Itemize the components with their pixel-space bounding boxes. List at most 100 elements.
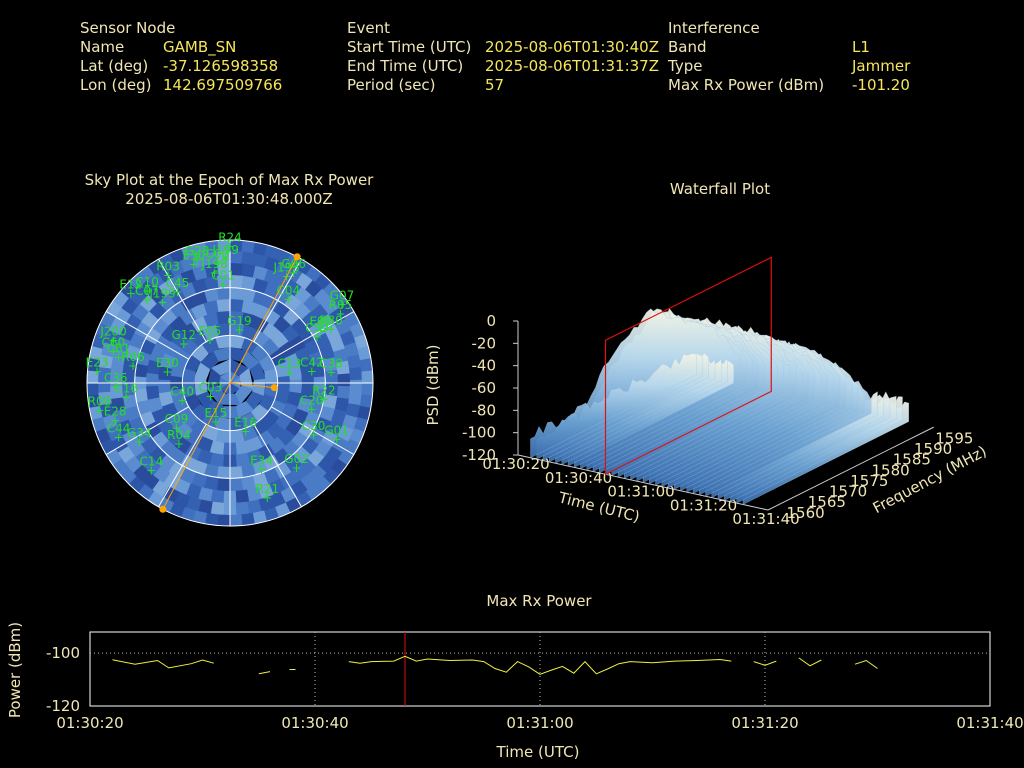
sky-tile — [299, 359, 314, 375]
sky-tile — [345, 403, 361, 419]
satellite-marker: + — [173, 285, 183, 299]
sky-tile — [159, 352, 176, 369]
sky-tile — [337, 373, 351, 387]
sky-tile — [240, 412, 259, 430]
sky-tile — [101, 413, 118, 430]
satellite-label: E08 — [309, 315, 332, 329]
satellite-label: C08 — [206, 247, 230, 261]
event-start-value: 2025-08-06T01:30:40Z — [485, 38, 659, 56]
sky-tile — [340, 330, 357, 347]
sky-tile — [112, 408, 129, 424]
satellite-label: C14 — [139, 454, 163, 468]
satellite-marker: + — [241, 424, 251, 438]
sky-tile — [99, 402, 115, 418]
psd-tick-label: -120 — [462, 446, 496, 464]
sky-tile — [319, 405, 336, 423]
satellite-marker: + — [218, 278, 228, 292]
event-start-label: Start Time (UTC) — [347, 38, 472, 56]
sky-tile — [230, 274, 244, 288]
satellite-label: E28 — [104, 404, 127, 418]
sky-tile — [97, 391, 112, 406]
satellite-marker: + — [291, 461, 301, 475]
satellite-label: R06 — [121, 350, 145, 364]
sky-tile — [241, 240, 256, 254]
sky-tile — [230, 250, 244, 264]
sky-tile — [192, 265, 208, 281]
satellite-marker: + — [128, 359, 138, 373]
satellite-label: C10 — [135, 275, 159, 289]
sky-tile — [210, 501, 225, 516]
satellite-marker: + — [142, 284, 152, 298]
sky-tile — [269, 348, 287, 367]
sky-tile — [169, 360, 186, 378]
sky-tile — [349, 379, 363, 394]
satellite-marker: + — [221, 252, 231, 266]
satellite-label: C44 — [107, 421, 131, 435]
satellite-marker: + — [289, 266, 299, 280]
satellite-marker: + — [126, 287, 136, 301]
sky-tile — [87, 369, 99, 383]
sensor-lat-label: Lat (deg) — [80, 57, 149, 75]
sky-tile — [359, 394, 373, 409]
sky-tile — [185, 496, 202, 512]
satellite-marker: + — [337, 298, 347, 312]
line-of-sight — [229, 382, 275, 389]
psd-tick-label: -40 — [472, 357, 497, 375]
time-tick-label: 01:31:40 — [732, 510, 799, 528]
sky-tile — [284, 352, 301, 370]
cursor-plane-outline — [604, 256, 772, 476]
sky-tile — [240, 476, 256, 491]
maxrx-series-segment — [348, 655, 732, 675]
freq-tick-label: 1580 — [872, 461, 910, 479]
satellite-label: G19 — [227, 314, 252, 328]
sky-tile — [173, 399, 191, 418]
sky-tile — [133, 388, 148, 403]
sky-tile — [359, 357, 373, 373]
satellite-marker: + — [309, 428, 319, 442]
sky-tile — [203, 476, 219, 491]
satellite-marker: + — [209, 266, 219, 280]
sky-tile — [241, 287, 257, 303]
satellite-label: R30 — [319, 313, 343, 327]
sky-tile — [312, 388, 327, 404]
sky-tile — [111, 347, 127, 363]
sky-tile — [241, 350, 261, 370]
sky-tile — [312, 363, 327, 378]
sky-tile — [116, 419, 133, 436]
sky-tile — [105, 425, 123, 442]
sky-tile — [252, 265, 269, 281]
sky-tile — [114, 335, 131, 352]
maxrx-ylabel: Power (dBm) — [6, 622, 24, 718]
azimuth-spoke — [105, 406, 189, 455]
sky-tile — [124, 405, 141, 422]
sky-tile — [229, 383, 241, 396]
waterfall-axes: 0-20-40-60-80-100-12001:30:2001:30:4001:… — [462, 312, 973, 528]
satellite-marker: + — [162, 365, 172, 379]
maxrx-xtick-label: 01:31:20 — [731, 714, 798, 732]
satellite-marker: + — [307, 403, 317, 417]
satellite-marker: + — [307, 365, 317, 379]
sky-tile — [133, 362, 148, 378]
satellite-label: C13 — [278, 357, 302, 371]
sky-tile — [189, 329, 209, 348]
sky-tile — [219, 370, 231, 383]
sky-tile — [235, 440, 251, 456]
sky-tile — [295, 346, 312, 364]
sky-tile — [195, 390, 215, 411]
sky-tile — [216, 310, 231, 325]
freq-tick-label: 1575 — [850, 472, 888, 490]
waterfall-plot: 0-20-40-60-80-100-12001:30:2001:30:4001:… — [424, 256, 990, 528]
sky-tile — [148, 346, 166, 363]
time-tick-label: 01:31:00 — [607, 483, 674, 501]
satellite-label: C20 — [300, 394, 324, 408]
sky-tile — [300, 385, 315, 401]
sky-tile — [349, 367, 363, 381]
sky-tile — [249, 362, 267, 381]
sky-tile — [180, 268, 197, 285]
sky-tile — [216, 298, 231, 312]
sky-tile — [230, 298, 245, 313]
satellite-label: C03 — [199, 381, 223, 395]
sky-tile — [323, 394, 338, 410]
sky-tile — [347, 354, 362, 370]
sky-tile — [203, 463, 219, 479]
